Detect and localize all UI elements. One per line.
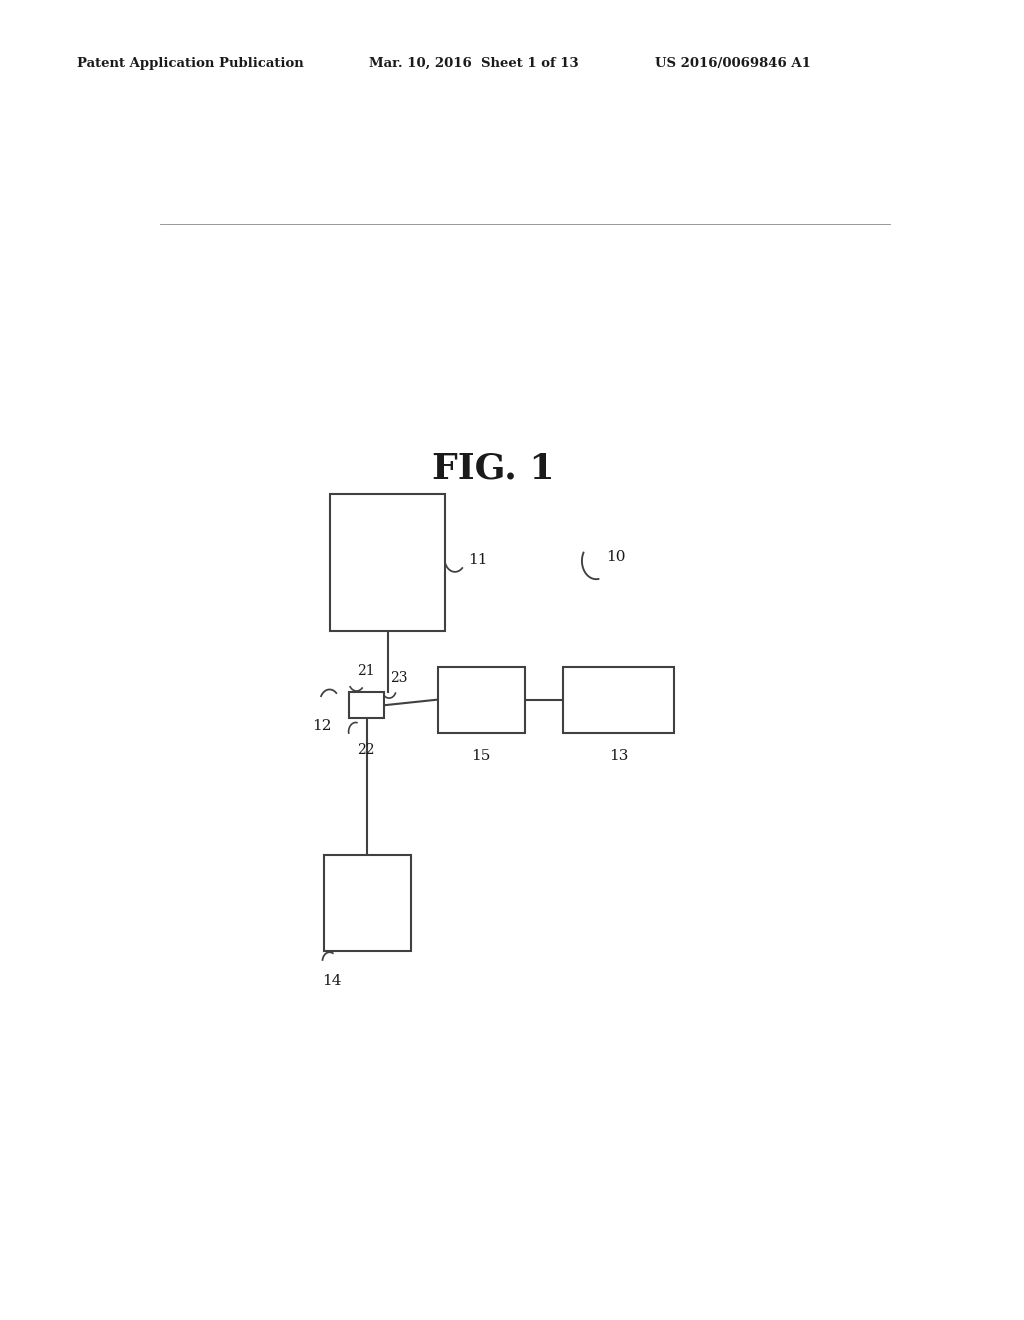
Text: Patent Application Publication: Patent Application Publication — [77, 57, 303, 70]
Text: 11: 11 — [468, 553, 487, 566]
Text: 13: 13 — [608, 748, 628, 763]
Bar — [324, 854, 412, 952]
Bar — [349, 692, 384, 718]
Text: 15: 15 — [471, 748, 490, 763]
Text: 10: 10 — [606, 550, 626, 564]
Text: FIG. 1: FIG. 1 — [432, 451, 554, 486]
Text: Mar. 10, 2016  Sheet 1 of 13: Mar. 10, 2016 Sheet 1 of 13 — [369, 57, 579, 70]
Text: 23: 23 — [390, 671, 408, 685]
Bar — [563, 667, 674, 733]
Text: US 2016/0069846 A1: US 2016/0069846 A1 — [655, 57, 811, 70]
Text: 14: 14 — [322, 974, 341, 987]
Text: 21: 21 — [357, 664, 375, 677]
Bar — [331, 494, 445, 631]
Bar — [437, 667, 524, 733]
Text: 22: 22 — [357, 743, 375, 756]
Text: 12: 12 — [312, 719, 332, 733]
